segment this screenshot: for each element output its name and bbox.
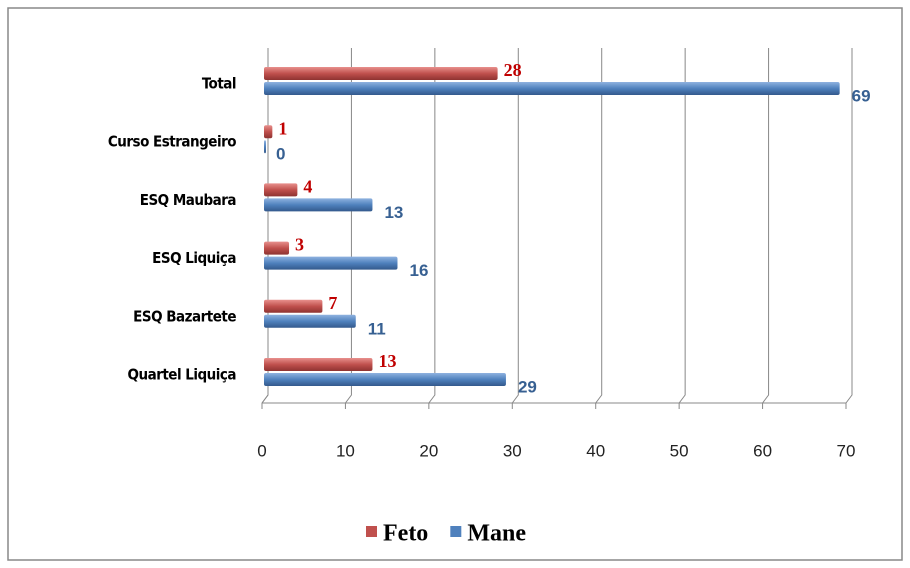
chart-frame xyxy=(7,7,903,561)
data-label: 28 xyxy=(504,60,522,80)
data-label: 29 xyxy=(518,377,537,396)
bar xyxy=(264,183,298,197)
data-label: 4 xyxy=(303,177,312,197)
grid-line xyxy=(261,48,269,404)
data-label: 13 xyxy=(378,351,396,371)
x-tick-label: 30 xyxy=(503,441,522,460)
bar xyxy=(264,256,398,270)
grid-line xyxy=(345,48,352,404)
bar xyxy=(264,67,498,80)
y-tick-label: ESQ Liquiça xyxy=(152,249,236,267)
data-label: 11 xyxy=(368,319,386,338)
grid-line xyxy=(762,48,770,404)
data-label: 7 xyxy=(328,293,337,313)
grid-line xyxy=(511,48,519,404)
x-tick-label: 0 xyxy=(257,441,266,460)
legend-label: Mane xyxy=(467,521,526,547)
y-tick-label: Curso Estrangeiro xyxy=(108,133,236,151)
x-tick-label: 50 xyxy=(670,441,689,460)
x-tick-label: 20 xyxy=(419,441,438,460)
grid-line xyxy=(595,48,603,404)
bar xyxy=(264,241,290,255)
y-tick-label: ESQ Maubara xyxy=(140,191,237,209)
x-tick-label: 70 xyxy=(837,441,856,460)
legend-swatch xyxy=(450,526,462,537)
bar xyxy=(264,299,323,313)
bar xyxy=(264,82,840,95)
data-label: 69 xyxy=(852,86,871,105)
data-label: 13 xyxy=(384,203,403,222)
bar xyxy=(264,198,373,212)
legend-swatch xyxy=(366,526,377,537)
bar xyxy=(264,373,506,386)
bar xyxy=(264,140,266,154)
y-tick-label: ESQ Bazartete xyxy=(133,307,236,325)
data-label: 3 xyxy=(295,235,304,255)
y-tick-label: Total xyxy=(202,75,236,93)
x-tick-label: 10 xyxy=(336,441,355,460)
bar xyxy=(264,125,273,139)
x-tick-label: 60 xyxy=(753,441,772,460)
data-label: 0 xyxy=(276,145,285,164)
grid-line xyxy=(678,48,686,404)
bar xyxy=(264,358,373,371)
grid-line xyxy=(428,48,436,404)
legend-label: Feto xyxy=(383,521,428,547)
bar xyxy=(264,314,356,328)
grid-line xyxy=(845,48,853,404)
y-tick-label: Quartel Liquiça xyxy=(128,366,237,384)
data-label: 1 xyxy=(278,118,287,138)
x-tick-label: 40 xyxy=(586,441,605,460)
data-label: 16 xyxy=(409,261,428,280)
